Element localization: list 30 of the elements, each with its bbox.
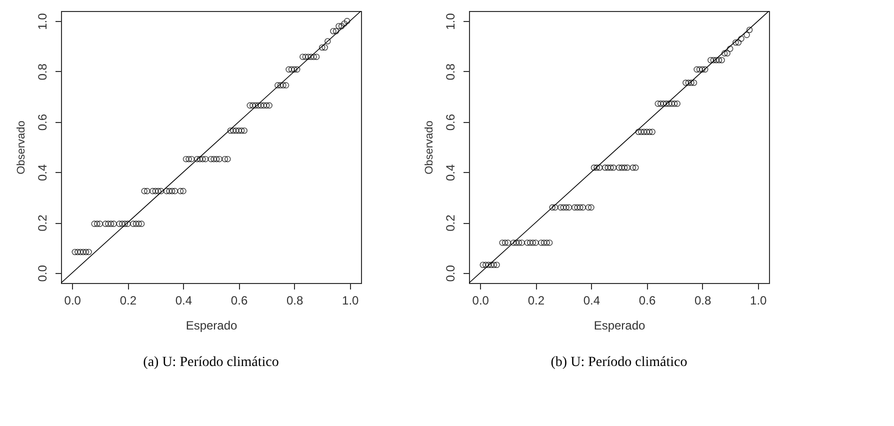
x-tick-label: 0.8 [286,294,304,308]
x-tick-label: 0.6 [230,294,248,308]
y-tick-label: 0.8 [36,63,50,80]
y-tick-label: 0.2 [444,214,458,232]
x-axis-title: Esperado [594,318,646,332]
x-tick-label: 1.0 [750,294,768,308]
x-tick-label: 0.2 [120,294,137,308]
x-tick-label: 0.0 [472,294,490,308]
x-tick-label: 0.0 [64,294,82,308]
y-tick-label: 1.0 [36,12,50,30]
x-tick-label: 0.2 [528,294,545,308]
x-tick-label: 1.0 [342,294,360,308]
x-tick-label: 0.4 [583,294,600,308]
y-tick-label: 0.8 [444,63,458,80]
y-tick-label: 0.2 [36,214,50,232]
text: (b) U: Período climático [550,355,688,370]
y-tick-label: 0.0 [36,264,50,282]
x-tick-label: 0.4 [175,294,192,308]
y-tick-label: 0.4 [36,164,50,182]
y-tick-label: 0.0 [444,264,458,282]
text: (a) U: Período climático [143,355,279,370]
y-tick-label: 0.6 [444,114,458,131]
y-tick-label: 1.0 [444,12,458,30]
y-tick-label: 0.4 [444,164,458,182]
y-tick-label: 0.6 [36,114,50,131]
x-tick-label: 0.8 [694,294,712,308]
y-axis-title: Observado [16,120,28,174]
x-axis-title: Esperado [186,318,238,332]
x-tick-label: 0.6 [638,294,656,308]
y-axis-title: Observado [424,120,436,174]
